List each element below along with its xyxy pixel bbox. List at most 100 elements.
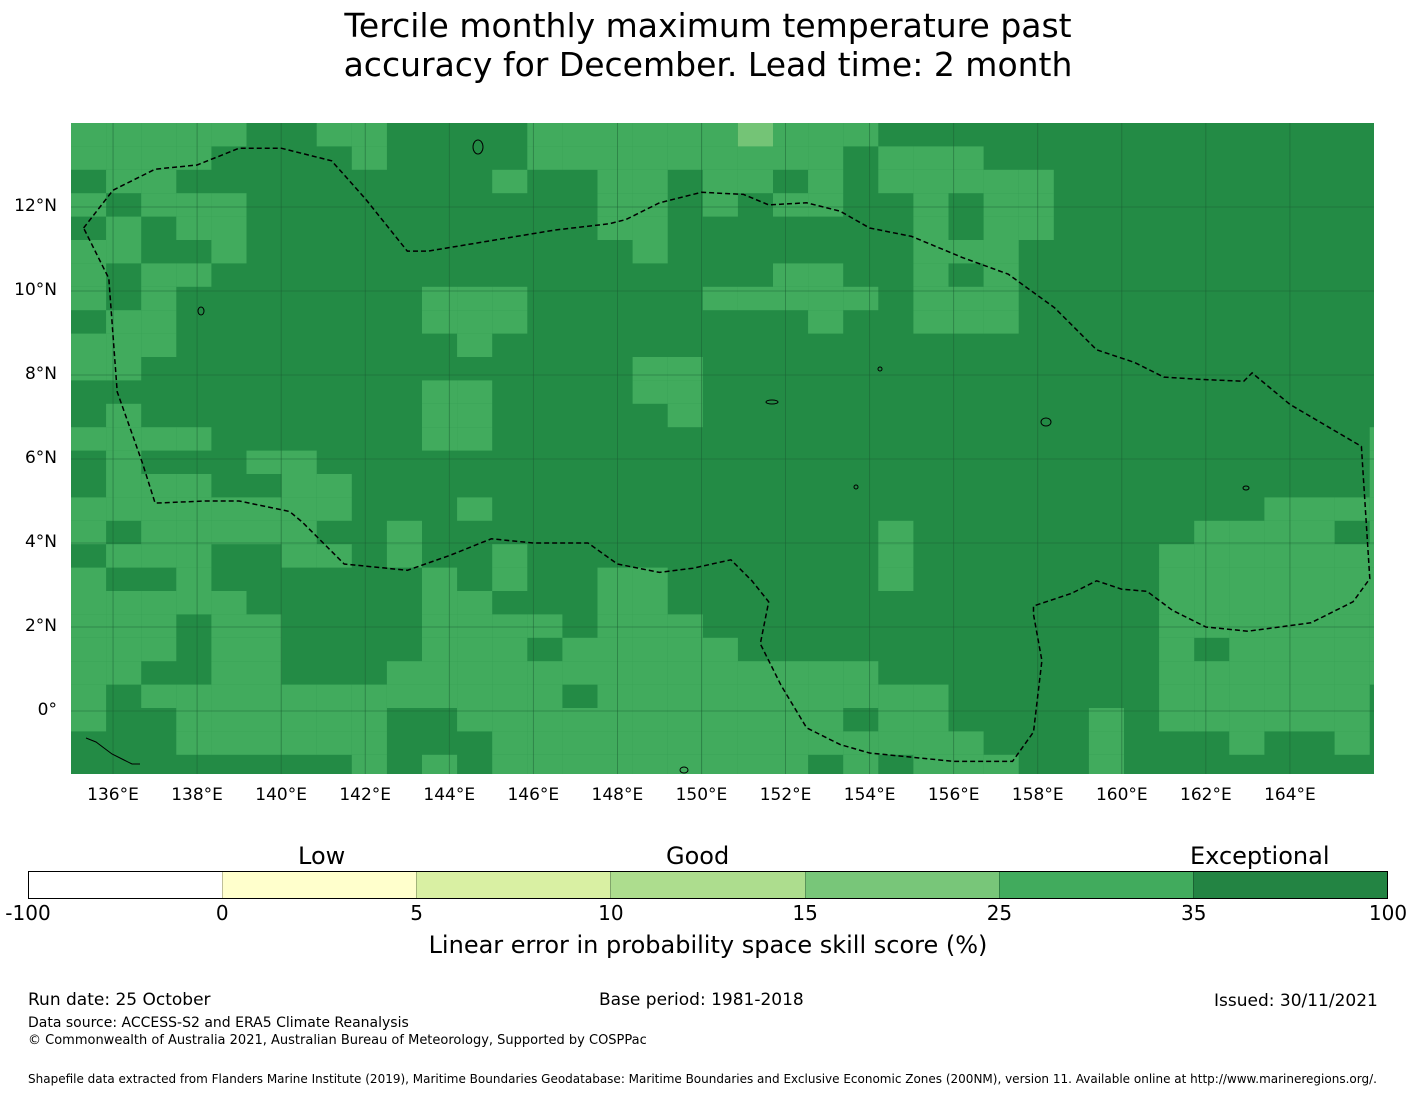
skill-cell <box>1369 637 1374 662</box>
skill-cell <box>878 146 914 170</box>
skill-cell <box>141 310 177 334</box>
skill-cell <box>457 684 493 708</box>
skill-cell <box>1229 614 1265 638</box>
skill-cell <box>422 380 458 404</box>
skill-cell <box>1159 544 1195 568</box>
lon-tick-label: 164°E <box>1264 785 1316 805</box>
skill-cell <box>1299 637 1335 662</box>
skill-cell <box>351 708 387 732</box>
skill-cell <box>632 731 668 755</box>
skill-cell <box>562 754 598 774</box>
skill-cell <box>176 193 212 217</box>
skill-cell <box>106 310 142 334</box>
skill-cell <box>1369 427 1374 451</box>
skill-cell <box>457 661 493 685</box>
lon-tick-label: 140°E <box>255 785 307 805</box>
skill-cell <box>808 146 844 170</box>
skill-cell <box>1194 567 1230 591</box>
skill-cell <box>211 731 247 755</box>
skill-cell <box>913 193 949 217</box>
skill-cell <box>1334 637 1370 662</box>
skill-cell <box>492 544 528 568</box>
skill-cell <box>843 661 879 685</box>
lon-tick-label: 156°E <box>927 785 980 805</box>
skill-cell <box>71 146 107 170</box>
skill-cell <box>211 123 247 147</box>
skill-cell <box>457 380 493 404</box>
skill-cell <box>913 286 949 311</box>
skill-cell <box>667 380 703 404</box>
skill-cell <box>316 708 352 732</box>
skill-cell <box>1334 567 1370 591</box>
skill-cell <box>808 123 844 147</box>
skill-cell <box>948 169 984 194</box>
skill-cell <box>71 123 107 147</box>
skill-cell <box>843 754 879 774</box>
skill-cell <box>71 591 107 615</box>
skill-cell <box>386 520 422 545</box>
skill-cell <box>422 614 458 638</box>
skill-cell <box>667 123 703 147</box>
skill-cell <box>632 637 668 662</box>
skill-cell <box>457 591 493 615</box>
skill-cell <box>667 614 703 638</box>
skill-cell <box>878 544 914 568</box>
skill-cell <box>737 754 773 774</box>
skill-cell <box>141 193 177 217</box>
skill-cell <box>316 474 352 498</box>
skill-cell <box>457 427 493 451</box>
skill-cell <box>913 684 949 708</box>
skill-cell <box>246 614 282 638</box>
skill-cell <box>1369 497 1374 521</box>
skill-cell <box>1194 520 1230 545</box>
skill-cell <box>457 637 493 662</box>
skill-cell <box>667 708 703 732</box>
skill-cell <box>492 637 528 662</box>
colorbar-tick-label: -100 <box>5 901 51 925</box>
skill-cell <box>773 708 809 732</box>
skill-cell <box>843 684 879 708</box>
skill-cell <box>1299 497 1335 521</box>
skill-cell <box>246 708 282 732</box>
skill-cell <box>808 193 844 217</box>
skill-cell <box>808 286 844 311</box>
skill-cell <box>1299 591 1335 615</box>
skill-cell <box>667 637 703 662</box>
skill-cell <box>141 591 177 615</box>
skill-cell <box>176 731 212 755</box>
skill-cell <box>667 754 703 774</box>
skill-cell <box>281 520 317 545</box>
skill-cell <box>983 240 1019 264</box>
skill-cell <box>351 684 387 708</box>
skill-cell <box>1018 169 1054 194</box>
lat-tick-label: 8°N <box>24 364 57 384</box>
skill-cell <box>176 684 212 708</box>
skill-cell <box>913 169 949 194</box>
skill-cell <box>1194 544 1230 568</box>
skill-cell <box>1194 684 1230 708</box>
skill-cell <box>562 146 598 170</box>
skill-cell <box>808 263 844 287</box>
skill-cell <box>702 146 738 170</box>
colorbar-bin <box>1192 872 1387 898</box>
colorbar-title: Linear error in probability space skill … <box>428 931 988 959</box>
lon-tick-label: 144°E <box>423 785 476 805</box>
skill-cell <box>773 146 809 170</box>
skill-cell <box>1018 193 1054 217</box>
skill-cell <box>632 614 668 638</box>
skill-cell <box>281 497 317 521</box>
skill-cell <box>351 754 387 774</box>
skill-cell <box>632 380 668 404</box>
skill-cell <box>106 544 142 568</box>
skill-cell <box>176 123 212 147</box>
skill-cell <box>632 193 668 217</box>
island-outline <box>765 399 779 405</box>
skill-cell <box>702 286 738 311</box>
skill-cell <box>457 497 493 521</box>
skill-cell <box>1264 637 1300 662</box>
skill-cell <box>632 754 668 774</box>
skill-cell <box>1369 474 1374 498</box>
skill-cell <box>808 661 844 685</box>
skill-cell <box>702 123 738 147</box>
colorbar-tick-label: 25 <box>986 901 1013 925</box>
